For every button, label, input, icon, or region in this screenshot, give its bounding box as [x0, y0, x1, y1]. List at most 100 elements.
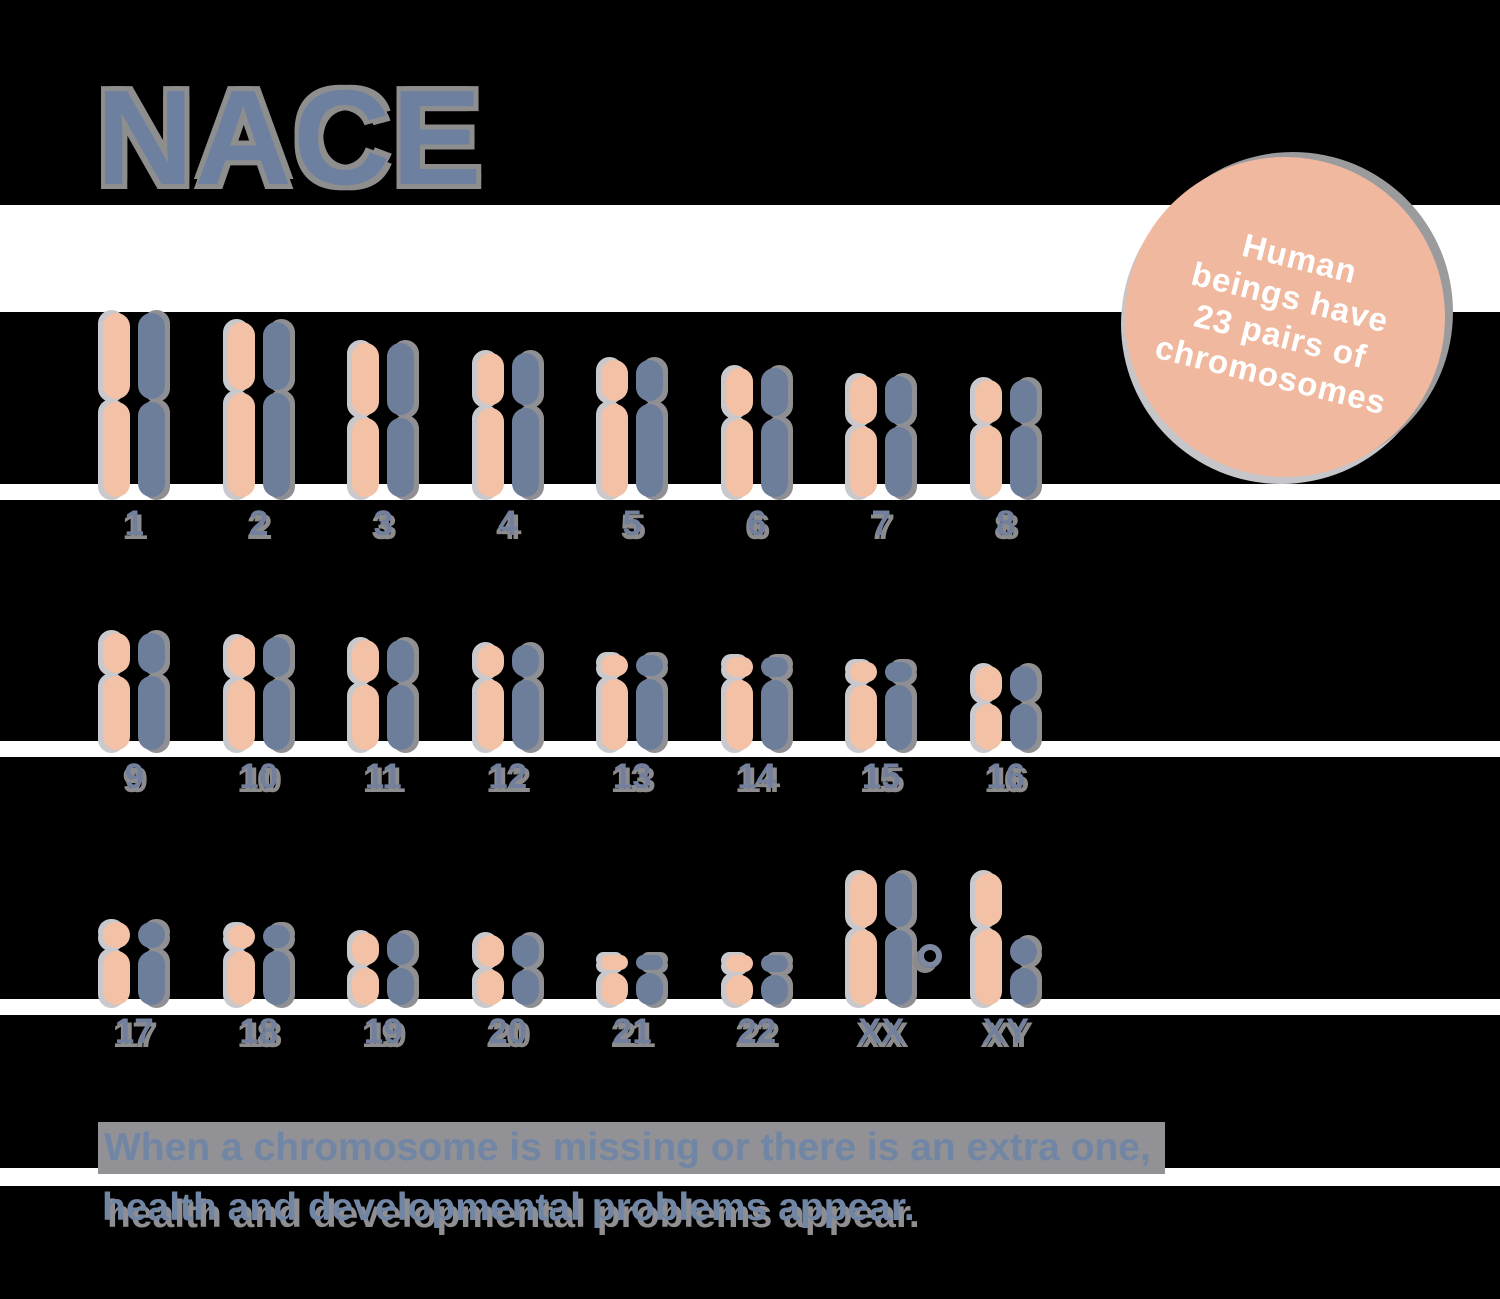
- chromosome-pair-shapes-13: [601, 633, 664, 750]
- chromosome-17-blue: [138, 922, 166, 1005]
- chromosome-10-blue: [262, 637, 290, 750]
- pair-label-7: 7: [871, 504, 891, 543]
- chromosome-pair-shapes-2: [227, 313, 290, 497]
- chromosome-16-peach: [974, 666, 1002, 750]
- caption-line-2: health and developmental problems appear…: [102, 1186, 915, 1229]
- pair-label-14: 14: [737, 757, 777, 796]
- chromosome-pair-shapes-19: [352, 873, 415, 1005]
- pair-label-8: 8: [996, 504, 1016, 543]
- chromosome-1-peach: [103, 313, 131, 497]
- chromosome-pair-shapes-4: [476, 313, 539, 497]
- ring-decoration-icon: [918, 944, 942, 968]
- chromosome-pair-7: 7: [819, 313, 944, 541]
- chromosome-pair-20: 20: [446, 873, 571, 1049]
- chromosome-20-peach: [476, 935, 504, 1005]
- chromosome-pair-shapes-5: [601, 313, 664, 497]
- chromosome-pair-18: 18: [197, 873, 322, 1049]
- chromosome-pair-shapes-3: [352, 313, 415, 497]
- chromosome-7-blue: [885, 376, 913, 497]
- chromosome-13-peach: [601, 655, 629, 750]
- chromosome-pair-19: 19: [321, 873, 446, 1049]
- chromosome-pair-XY: XY: [944, 873, 1069, 1049]
- chromosome-8-blue: [1009, 380, 1037, 497]
- chromosome-pair-22: 22: [695, 873, 820, 1049]
- chromosome-pair-13: 13: [570, 633, 695, 794]
- chromosome-14-blue: [760, 657, 788, 750]
- chromosome-pair-shapes-1: [103, 313, 166, 497]
- chromosome-3-blue: [387, 343, 415, 497]
- pair-label-15: 15: [861, 757, 901, 796]
- chromosome-pair-shapes-16: [974, 633, 1037, 750]
- chromosome-11-blue: [387, 640, 415, 750]
- chromosome-XY-peach: [974, 873, 1002, 1005]
- chromosome-pair-12: 12: [446, 633, 571, 794]
- chromosome-8-peach: [974, 380, 1002, 497]
- chromosome-pair-shapes-17: [103, 873, 166, 1005]
- pair-label-4: 4: [498, 504, 518, 543]
- pair-label-2: 2: [249, 504, 269, 543]
- chromosome-pair-shapes-21: [601, 873, 664, 1005]
- pair-label-17: 17: [114, 1012, 154, 1051]
- chromosome-pair-shapes-18: [227, 873, 290, 1005]
- pair-label-13: 13: [612, 757, 652, 796]
- chromosome-pair-shapes-XY: [974, 873, 1037, 1005]
- chromosome-pair-14: 14: [695, 633, 820, 794]
- pair-label-12: 12: [488, 757, 528, 796]
- chromosome-4-blue: [511, 353, 539, 497]
- chromosome-pair-11: 11: [321, 633, 446, 794]
- pair-label-XY: XY: [982, 1012, 1030, 1051]
- chromosome-2-peach: [227, 322, 255, 497]
- chromosome-5-peach: [601, 360, 629, 497]
- chromosome-XY-blue: [1009, 938, 1037, 1005]
- pair-label-10: 10: [239, 757, 279, 796]
- chromosome-pair-10: 10: [197, 633, 322, 794]
- pair-label-11: 11: [364, 757, 402, 796]
- chromosome-11-peach: [352, 640, 380, 750]
- paper-band-row-3: [0, 999, 1500, 1015]
- chromosome-14-peach: [725, 657, 753, 750]
- chromosome-pair-3: 3: [321, 313, 446, 541]
- chromosome-2-blue: [262, 322, 290, 497]
- chromosome-12-peach: [476, 645, 504, 750]
- pair-label-19: 19: [363, 1012, 403, 1051]
- pair-label-21: 21: [612, 1012, 652, 1051]
- chromosome-15-blue: [885, 662, 913, 750]
- karyotype-row-2: 9 10 11 12 13 14 15 16: [72, 633, 1068, 794]
- chromosome-pair-6: 6: [695, 313, 820, 541]
- chromosome-19-blue: [387, 933, 415, 1005]
- chromosome-pair-21: 21: [570, 873, 695, 1049]
- chromosome-19-peach: [352, 933, 380, 1005]
- chromosome-pair-shapes-9: [103, 633, 166, 750]
- chromosome-17-peach: [103, 922, 131, 1005]
- pair-label-5: 5: [622, 504, 642, 543]
- karyotype-row-3: 17 18 19 20 21 22 XX XY: [72, 873, 1068, 1049]
- pair-label-20: 20: [488, 1012, 528, 1051]
- pair-label-1: 1: [124, 504, 144, 543]
- chromosome-18-peach: [227, 925, 255, 1005]
- chromosome-pair-2: 2: [197, 313, 322, 541]
- chromosome-12-blue: [511, 645, 539, 750]
- chromosome-pair-4: 4: [446, 313, 571, 541]
- chromosome-5-blue: [636, 360, 664, 497]
- pair-label-3: 3: [373, 504, 393, 543]
- chromosome-pair-shapes-20: [476, 873, 539, 1005]
- chromosome-7-peach: [850, 376, 878, 497]
- chromosome-18-blue: [262, 925, 290, 1005]
- chromosome-9-peach: [103, 633, 131, 750]
- chromosome-pair-1: 1: [72, 313, 197, 541]
- chromosome-3-peach: [352, 343, 380, 497]
- badge-text: Human beings have 23 pairs of chromosome…: [1151, 211, 1419, 423]
- chromosome-pair-XX: XX: [819, 873, 944, 1049]
- pair-label-18: 18: [239, 1012, 279, 1051]
- chromosome-pair-8: 8: [944, 313, 1069, 541]
- chromosome-15-peach: [850, 662, 878, 750]
- chromosome-pair-16: 16: [944, 633, 1069, 794]
- chromosome-pair-shapes-15: [850, 633, 913, 750]
- chromosome-pair-shapes-14: [725, 633, 788, 750]
- nace-logo: NACE: [96, 62, 483, 213]
- chromosome-6-blue: [760, 368, 788, 497]
- chromosome-6-peach: [725, 368, 753, 497]
- chromosome-pair-9: 9: [72, 633, 197, 794]
- chromosome-21-peach: [601, 955, 629, 1005]
- chromosome-13-blue: [636, 655, 664, 750]
